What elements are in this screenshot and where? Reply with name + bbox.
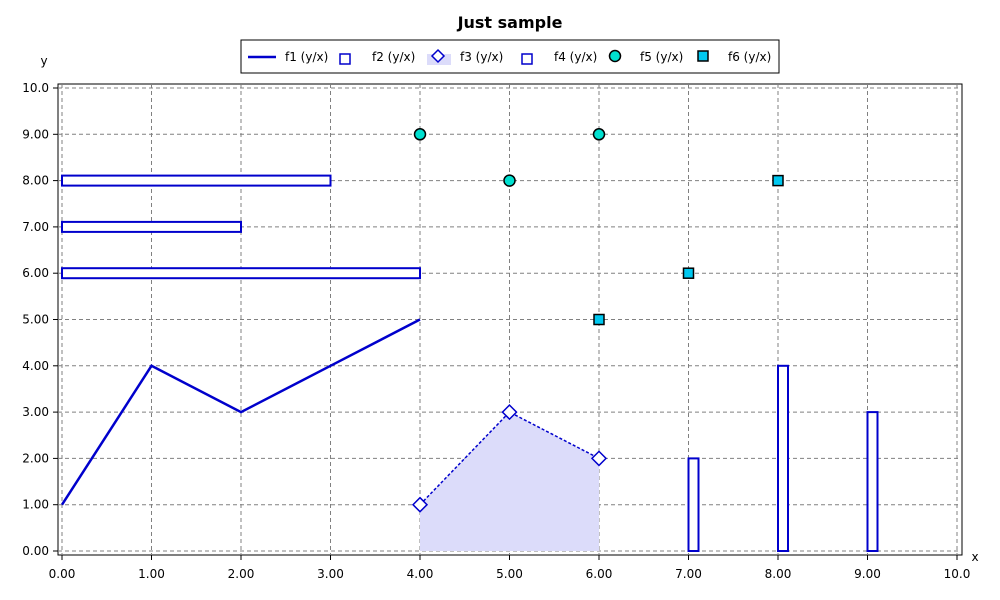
legend-item: f1 (y/x) (248, 50, 328, 64)
y-tick-label: 4.00 (22, 359, 49, 373)
x-axis-label: x (971, 550, 978, 564)
x-tick-label: 10.0 (944, 567, 971, 581)
data-marks (60, 128, 879, 552)
legend-label: f5 (y/x) (640, 50, 683, 64)
x-tick-label: 3.00 (317, 567, 344, 581)
x-tick-label: 6.00 (586, 567, 613, 581)
legend-bar-icon (521, 53, 533, 65)
f3-line (419, 411, 600, 506)
f6-point (682, 267, 695, 279)
f2-bar (61, 174, 332, 187)
f3-point (501, 404, 518, 421)
y-tick-label: 10.0 (22, 81, 49, 95)
x-tick-label: 0.00 (49, 567, 76, 581)
f5-point (592, 128, 606, 141)
legend-item: f3 (y/x) (427, 48, 503, 65)
legend-label: f1 (y/x) (285, 50, 328, 64)
legend-circle-icon (608, 49, 622, 63)
f6-point (772, 174, 784, 187)
axis-ticks: 0.00 1.00 2.00 3.00 4.00 5.00 6.00 7.00 8.00 9.00… (22, 81, 970, 581)
y-tick-label: 1.00 (22, 498, 49, 512)
legend-bar-icon (339, 53, 351, 65)
x-tick-label: 5.00 (496, 567, 523, 581)
y-tick-label: 6.00 (22, 266, 49, 280)
legend-item: f5 (y/x) (608, 49, 683, 64)
f4-bar (687, 457, 700, 552)
f5-point (413, 128, 427, 141)
y-tick-label: 5.00 (22, 313, 49, 327)
f3-point (590, 450, 608, 467)
y-tick-label: 7.00 (22, 220, 49, 234)
x-tick-label: 7.00 (675, 567, 702, 581)
legend-square-icon (697, 50, 709, 62)
f2-bar (61, 267, 421, 280)
x-tick-label: 4.00 (407, 567, 434, 581)
f2-bar (61, 220, 242, 233)
x-tick-label: 2.00 (228, 567, 255, 581)
chart-title: Just sample (457, 13, 563, 32)
legend-item: f2 (y/x) (339, 50, 415, 65)
f5-point (503, 174, 516, 187)
x-tick-label: 1.00 (138, 567, 165, 581)
legend-label: f2 (y/x) (372, 50, 415, 64)
f3-point (411, 496, 429, 513)
legend: f1 (y/x) f2 (y/x) f3 (y/x) f4 (y/x) f5 (y/x)… (240, 39, 780, 74)
legend-item: f6 (y/x) (697, 50, 771, 64)
legend-box (240, 39, 780, 74)
legend-label: f6 (y/x) (728, 50, 771, 64)
y-tick-label: 9.00 (22, 127, 49, 141)
legend-label: f3 (y/x) (460, 50, 503, 64)
legend-diamond-icon (430, 48, 446, 64)
f4-bar (866, 411, 879, 552)
y-tick-label: 0.00 (22, 544, 49, 558)
x-tick-label: 9.00 (854, 567, 881, 581)
legend-item: f4 (y/x) (521, 50, 597, 65)
legend-label: f4 (y/x) (554, 50, 597, 64)
y-tick-label: 8.00 (22, 174, 49, 188)
f3-area (420, 412, 599, 551)
f1-line (60, 318, 421, 506)
x-tick-label: 8.00 (765, 567, 792, 581)
y-tick-label: 2.00 (22, 451, 49, 465)
y-tick-label: 3.00 (22, 405, 49, 419)
f4-bar (777, 364, 789, 552)
y-axis-label: y (40, 54, 47, 68)
f6-point (593, 313, 605, 326)
